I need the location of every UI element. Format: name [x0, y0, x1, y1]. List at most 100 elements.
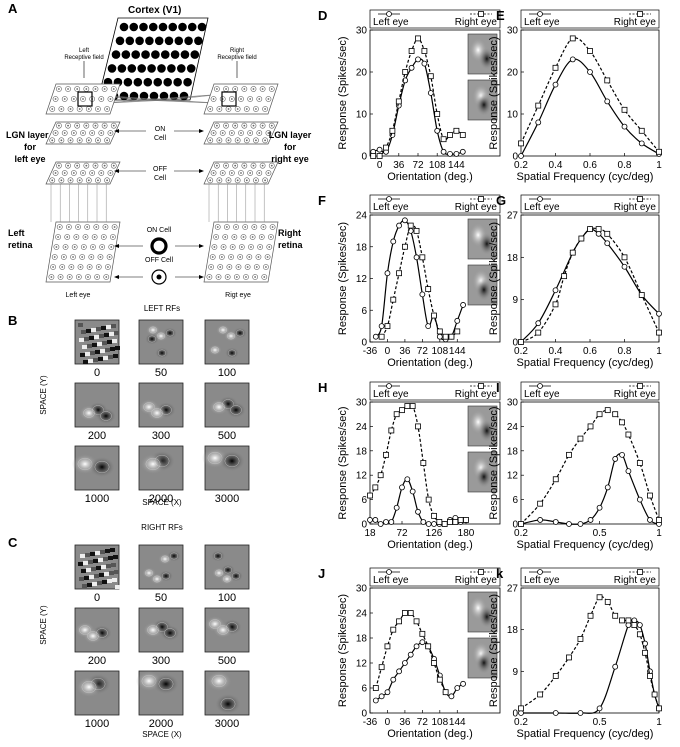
data-point-circle: [638, 140, 645, 147]
lgn-cell-center: [224, 236, 227, 238]
lgn-cell-center: [76, 124, 79, 127]
lgn-cell: [268, 122, 275, 129]
rf-noise-pixel: [98, 558, 103, 562]
lgn-cell: [92, 86, 99, 92]
legend-box: [369, 194, 501, 214]
rf-thumbnail: 0: [74, 319, 120, 379]
lgn-cell-center: [230, 256, 232, 258]
data-point-circle: [383, 519, 389, 525]
data-point-square: [419, 630, 426, 637]
lgn-cell-center: [51, 179, 54, 182]
lgn-cell-center: [58, 164, 60, 167]
on-cell-label-1: ON: [155, 126, 166, 133]
lgn-cell: [70, 130, 77, 136]
lgn-cell: [250, 86, 257, 92]
x-tick-label: 108: [429, 160, 446, 171]
y-tick-label: 12: [356, 274, 368, 285]
cortex-neuron: [131, 50, 140, 59]
left-retina-layer: [45, 221, 121, 283]
data-point-square: [431, 512, 437, 519]
x-tick-label: 36: [399, 717, 411, 728]
lgn-cell-center: [210, 266, 212, 268]
thumb-off-region: [475, 93, 493, 117]
data-point-square: [463, 517, 469, 523]
lgn-cell: [265, 170, 272, 176]
lgn-cell: [97, 254, 104, 260]
lgn-cell-center: [97, 139, 99, 142]
rf-noise-pixel: [110, 548, 115, 552]
x-axis-label: Orientation (deg.): [387, 728, 473, 740]
data-point-square: [421, 48, 428, 54]
lgn-cell: [241, 162, 248, 169]
legend: Left eye Right eye: [520, 381, 660, 401]
lgn-cell: [110, 122, 117, 129]
data-point-circle: [552, 287, 559, 294]
lgn-cell: [207, 106, 214, 112]
lgn-cell-center: [249, 172, 252, 174]
lgn-cell: [98, 130, 105, 136]
data-point-circle: [577, 521, 584, 527]
lgn-left-label-1: LGN layer: [6, 130, 49, 140]
lgn-cell: [56, 122, 62, 129]
rf-contour: [222, 575, 232, 583]
lgn-cell-center: [106, 139, 108, 142]
series-left-eye: [372, 639, 466, 704]
data-point-square: [425, 643, 432, 650]
rf-iteration-label: 50: [155, 367, 167, 379]
lgn-cell-center: [72, 98, 75, 100]
lgn-cell: [259, 86, 266, 92]
x-tick-label: 36: [399, 346, 411, 357]
rf-noise-pixel: [112, 578, 117, 582]
x-tick-label: 0.5: [593, 717, 607, 728]
rf-subfield: [150, 573, 164, 585]
data-point-square: [436, 328, 443, 335]
lgn-cell-center: [258, 132, 261, 134]
lgn-cell: [206, 274, 213, 280]
lgn-cell-center: [218, 108, 221, 110]
legend-left-marker: [537, 569, 543, 575]
lgn-cell: [52, 130, 59, 136]
lgn-cell: [84, 224, 91, 230]
x-tick-label: 108: [431, 717, 448, 728]
plot-frame: [520, 214, 660, 343]
data-point-circle: [537, 517, 544, 523]
legend-right-text: Right eye: [455, 202, 498, 213]
rf-thumbnail: 100: [204, 319, 250, 379]
lgn-cell: [261, 274, 268, 280]
rf-noise-pixel: [111, 324, 116, 328]
data-point-circle: [454, 685, 461, 691]
lgn-cell: [53, 244, 60, 250]
lgn-cell-center: [216, 226, 219, 228]
data-point-circle: [372, 517, 379, 523]
right-rf-label-1: Right: [230, 48, 244, 54]
lgn-cell: [208, 264, 214, 270]
lgn-cell: [226, 264, 233, 270]
lgn-cell-center: [211, 256, 214, 258]
lgn-cell: [269, 224, 276, 230]
series-left-eye: [518, 56, 662, 159]
cortex-neuron: [125, 36, 135, 46]
lgn-cell-center: [234, 88, 237, 90]
data-point-square: [656, 329, 662, 336]
lgn-cell: [262, 177, 268, 184]
lgn-cell-center: [258, 172, 261, 174]
rf-noise-pixel: [101, 565, 106, 569]
legend: Left eye Right eye: [520, 194, 660, 214]
right-rfs-title: RIGHT RFs: [141, 523, 183, 532]
data-point-square: [420, 460, 427, 466]
y-tick-label: 0: [512, 152, 518, 163]
y-tick-label: 6: [361, 495, 367, 506]
rf-noise-pixel: [86, 568, 91, 572]
data-point-circle: [413, 254, 420, 261]
right-retina-label-2: retina: [278, 240, 304, 250]
rf-noise-pixel: [107, 579, 112, 583]
rf-noise-pixel: [87, 344, 92, 348]
legend-left-text: Left eye: [524, 17, 560, 28]
left-vertical-projections: [50, 184, 107, 222]
data-point-circle: [384, 270, 391, 277]
lgn-cell: [238, 244, 245, 250]
data-point-square: [604, 407, 611, 414]
off-arrowhead-right: [199, 169, 204, 173]
lgn-cell: [237, 254, 244, 260]
legend-right-text: Right eye: [455, 17, 498, 28]
